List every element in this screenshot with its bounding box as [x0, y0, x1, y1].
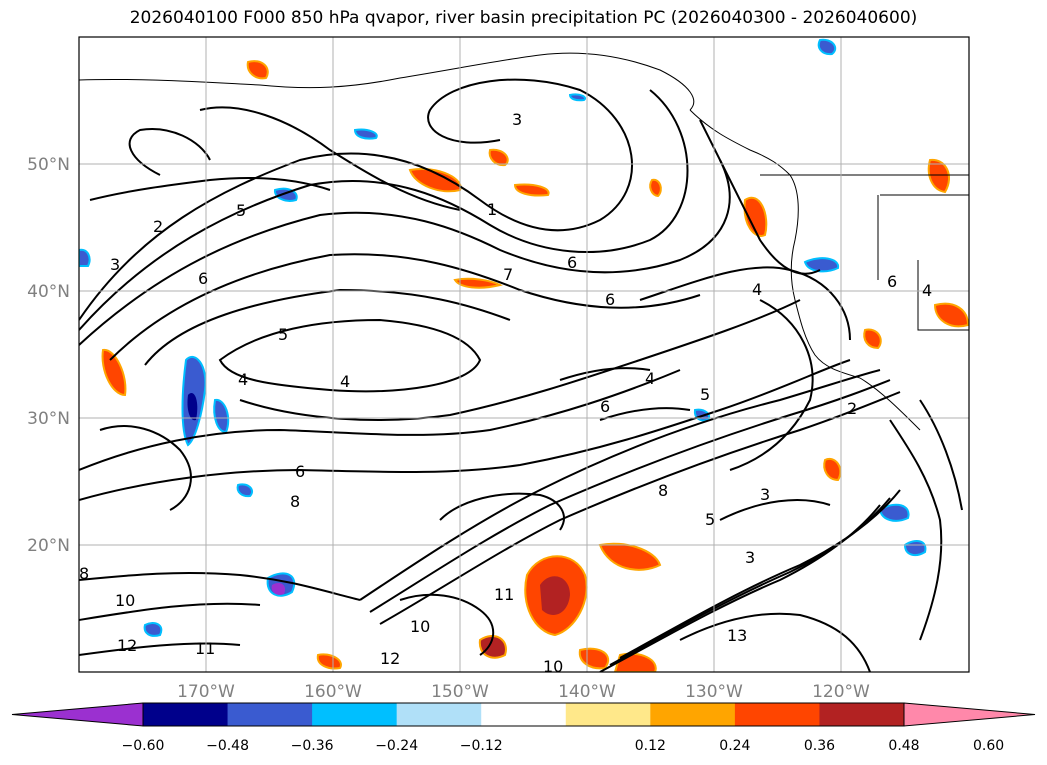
longitude-axis: 170°W 160°W 150°W 140°W 130°W 120°W: [177, 682, 870, 702]
contour-label: 10: [410, 617, 430, 636]
contour-label-group: 2 3 5 6 1 3 6 7 6 4 5 4 4 6 4 5 6 8 8 3 …: [79, 110, 932, 676]
contour-label: 5: [236, 201, 246, 220]
colorbar-segment: [650, 703, 736, 726]
contour-label: 6: [605, 290, 615, 309]
colorbar-segment: [819, 703, 905, 726]
contour-label: 10: [115, 591, 135, 610]
lat-label-20n: 20°N: [27, 536, 70, 556]
contour-label: 11: [494, 585, 514, 604]
contour-label: 13: [727, 626, 747, 645]
contour-label: 2: [847, 399, 857, 418]
contour-label: 1: [487, 200, 497, 219]
contour-label: 3: [110, 255, 120, 274]
colorbar-segment: [734, 703, 820, 726]
contour-label: 3: [745, 548, 755, 567]
precipitation-shading: [79, 38, 969, 672]
colorbar-frame: [142, 702, 905, 727]
figure-title: 2026040100 F000 850 hPa qvapor, river ba…: [129, 8, 918, 28]
contour-label: 3: [512, 110, 522, 129]
contour-label: 4: [645, 369, 655, 388]
contour-label: 6: [600, 397, 610, 416]
qvapor-contours: [79, 78, 963, 672]
graticule: [79, 37, 969, 672]
colorbar-tick-label: −0.48: [206, 738, 249, 754]
coastlines: [79, 52, 969, 431]
contour-label: 4: [922, 281, 932, 300]
contour-label: 10: [543, 657, 563, 676]
lat-label-50n: 50°N: [27, 155, 70, 175]
contour-label: 8: [658, 481, 668, 500]
contour-label: 6: [295, 462, 305, 481]
lon-label-150w: 150°W: [431, 682, 489, 702]
colorbar-segment: [481, 703, 567, 726]
contour-label: 6: [887, 272, 897, 291]
colorbar-tick-label: −0.24: [375, 738, 418, 754]
colorbar-tick-label: −0.36: [291, 738, 334, 754]
colorbar-segment: [565, 703, 651, 726]
contour-label: 11: [195, 639, 215, 658]
contour-label: 2: [153, 217, 163, 236]
colorbar-extend-low: [11, 702, 144, 727]
lon-label-140w: 140°W: [558, 682, 616, 702]
contour-label: 8: [79, 564, 89, 583]
colorbar-extend-high: [903, 702, 1036, 727]
colorbar-tick-label: 0.48: [888, 738, 919, 754]
lon-label-160w: 160°W: [304, 682, 362, 702]
map-frame: [78, 36, 970, 673]
contour-label: 8: [290, 492, 300, 511]
colorbar-tick-label: −0.60: [122, 738, 165, 754]
lat-label-30n: 30°N: [27, 409, 70, 429]
colorbar-tick-label: 0.60: [973, 738, 1004, 754]
lat-label-40n: 40°N: [27, 282, 70, 302]
colorbar-segment: [143, 703, 229, 726]
contour-label: 5: [700, 385, 710, 404]
contour-label: 6: [567, 253, 577, 272]
contour-label: 5: [705, 510, 715, 529]
map-content: 2 3 5 6 1 3 6 7 6 4 5 4 4 6 4 5 6 8 8 3 …: [79, 37, 969, 676]
contour-label: 5: [278, 325, 288, 344]
colorbar-tick-label: 0.12: [635, 738, 666, 754]
contour-label: 4: [238, 370, 248, 389]
contour-label: 7: [503, 265, 513, 284]
latitude-axis: 50°N 40°N 30°N 20°N: [27, 155, 70, 556]
contour-label: 3: [760, 485, 770, 504]
contour-label: 4: [752, 280, 762, 299]
colorbar-segment: [227, 703, 313, 726]
colorbar-tick-label: 0.36: [804, 738, 835, 754]
lon-label-120w: 120°W: [812, 682, 870, 702]
contour-label: 4: [340, 372, 350, 391]
lon-label-170w: 170°W: [177, 682, 235, 702]
map-background: [79, 37, 969, 672]
contour-label: 12: [380, 649, 400, 668]
colorbar-segment: [312, 703, 398, 726]
colorbar-segment: [396, 703, 482, 726]
colorbar-tick-label: 0.24: [719, 738, 750, 754]
lon-label-130w: 130°W: [685, 682, 743, 702]
colorbar-tick-label: −0.12: [460, 738, 503, 754]
contour-label: 6: [198, 269, 208, 288]
colorbar: −0.60 −0.48 −0.36 −0.24 −0.12 0.12 0.24 0.36 0.4…: [11, 702, 1036, 754]
contour-label: 12: [117, 636, 137, 655]
